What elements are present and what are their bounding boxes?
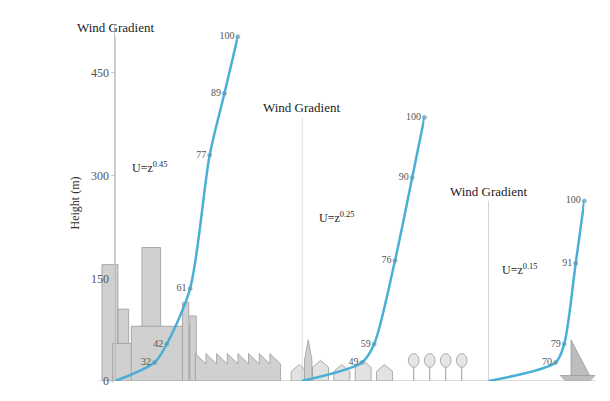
svg-text:100: 100 [566,194,581,205]
svg-text:90: 90 [399,171,409,182]
svg-text:70: 70 [542,356,552,367]
svg-text:150: 150 [91,272,109,286]
svg-text:450: 450 [91,66,109,80]
svg-text:100: 100 [406,111,421,122]
svg-text:91: 91 [562,257,572,268]
svg-text:100: 100 [219,30,234,41]
svg-text:300: 300 [91,169,109,183]
svg-text:Wind Gradient: Wind Gradient [450,184,527,199]
svg-text:77: 77 [196,149,206,160]
svg-text:49: 49 [348,356,358,367]
svg-text:42: 42 [153,338,163,349]
svg-text:Wind Gradient: Wind Gradient [263,100,340,115]
svg-text:89: 89 [211,87,221,98]
svg-text:32: 32 [141,356,151,367]
svg-text:Wind Gradient: Wind Gradient [77,20,154,35]
svg-text:0: 0 [103,374,109,388]
svg-text:U=z​0.45​: U=z​0.45​ [132,160,167,175]
svg-text:61: 61 [177,282,187,293]
svg-text:U=z​0.25​: U=z​0.25​ [319,210,354,225]
svg-text:76: 76 [382,254,392,265]
svg-text:Height (m): Height (m) [68,177,82,230]
svg-text:U=z​0.15​: U=z​0.15​ [502,262,537,277]
svg-text:59: 59 [361,338,371,349]
svg-text:79: 79 [551,338,561,349]
